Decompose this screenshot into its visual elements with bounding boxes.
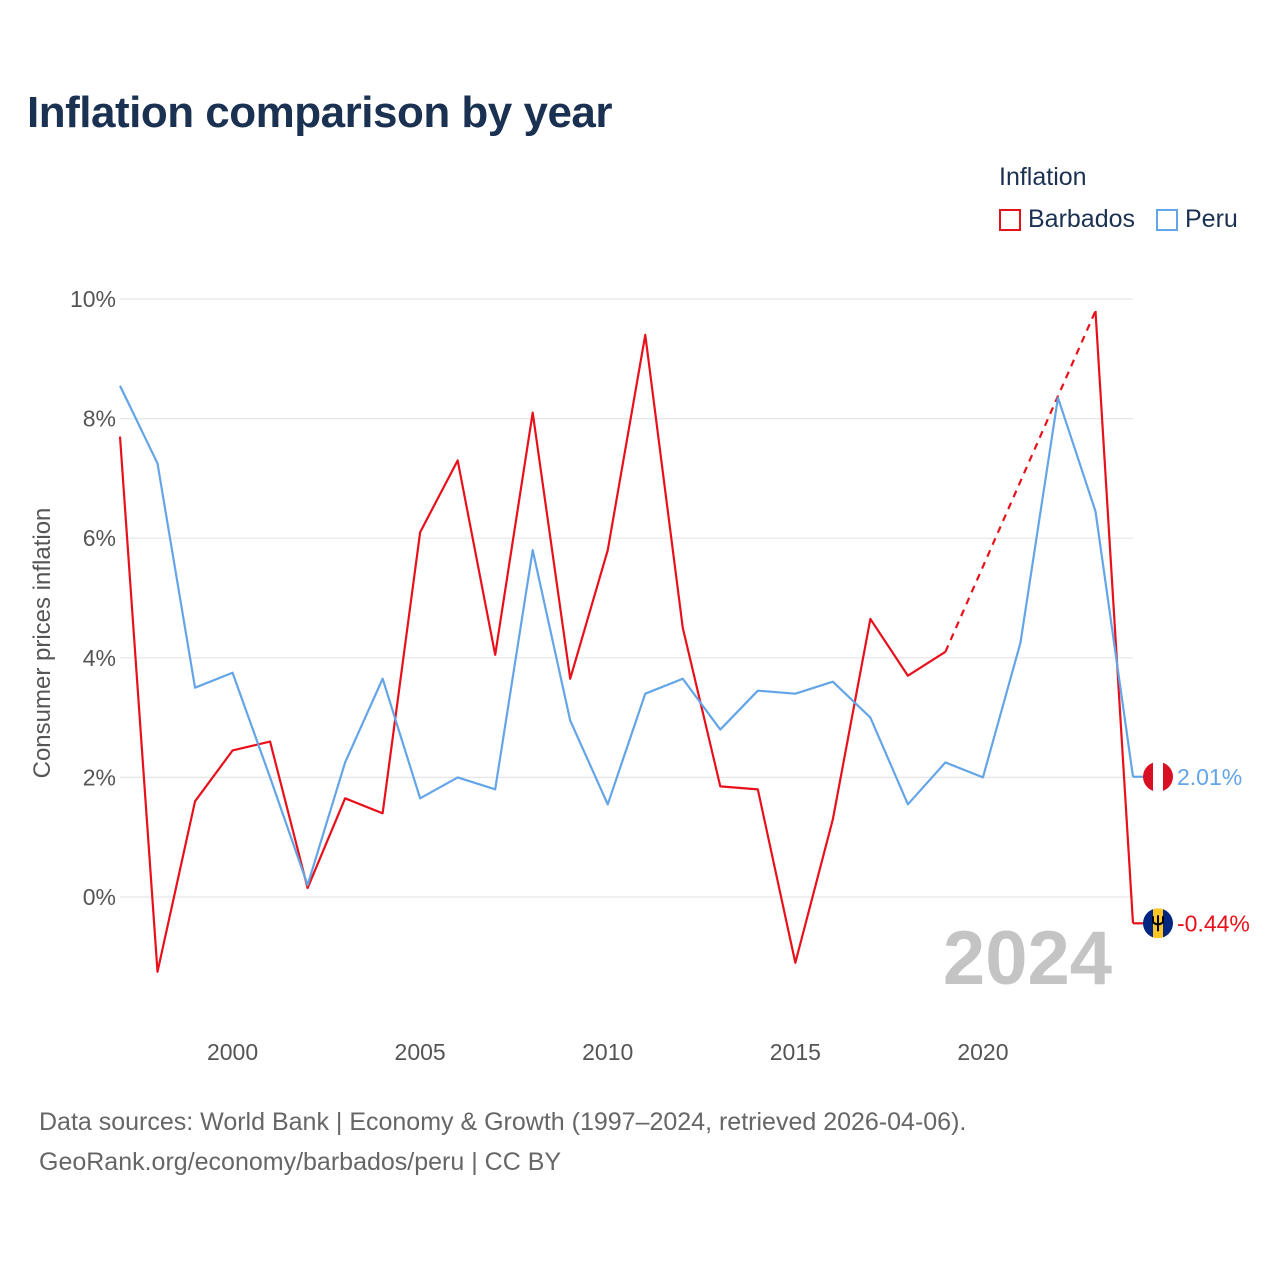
y-tick-label: 6% (83, 525, 116, 551)
legend-swatch-peru (1156, 208, 1178, 231)
gap-line-barbados (944, 310, 1097, 653)
barbados-flag-icon (1143, 908, 1173, 939)
legend-swatch-barbados (999, 208, 1021, 231)
x-tick-label: 2020 (957, 1039, 1008, 1065)
legend-title: Inflation (999, 163, 1087, 191)
y-tick-label: 8% (83, 406, 116, 432)
legend-item-barbados[interactable]: Barbados (999, 205, 1135, 234)
series-line-barbados (118, 333, 946, 973)
x-tick-label: 2005 (395, 1039, 446, 1065)
end-value-label-barbados: -0.44% (1177, 910, 1250, 936)
legend-item-peru[interactable]: Peru (1156, 205, 1238, 234)
x-tick-label: 2010 (582, 1039, 633, 1065)
y-axis-label: Consumer prices inflation (29, 508, 56, 779)
y-tick-label: 2% (83, 764, 116, 790)
series-line-barbados (1094, 310, 1135, 924)
y-tick-label: 10% (70, 286, 116, 312)
y-tick-label: 0% (83, 884, 116, 910)
source-line-1: Data sources: World Bank | Economy & Gro… (39, 1108, 967, 1136)
y-tick-label: 4% (83, 645, 116, 671)
legend-label-barbados: Barbados (1028, 205, 1136, 233)
chart-title: Inflation comparison by year (27, 88, 613, 137)
peru-flag-icon (1143, 761, 1173, 792)
year-watermark: 2024 (943, 916, 1112, 1001)
end-value-label-peru: 2.01% (1177, 764, 1242, 790)
x-tick-label: 2015 (770, 1039, 821, 1065)
x-tick-label: 2000 (207, 1039, 258, 1065)
series-line-peru (119, 385, 1135, 887)
source-line-2: GeoRank.org/economy/barbados/peru | CC B… (39, 1148, 562, 1176)
legend-label-peru: Peru (1185, 205, 1238, 233)
